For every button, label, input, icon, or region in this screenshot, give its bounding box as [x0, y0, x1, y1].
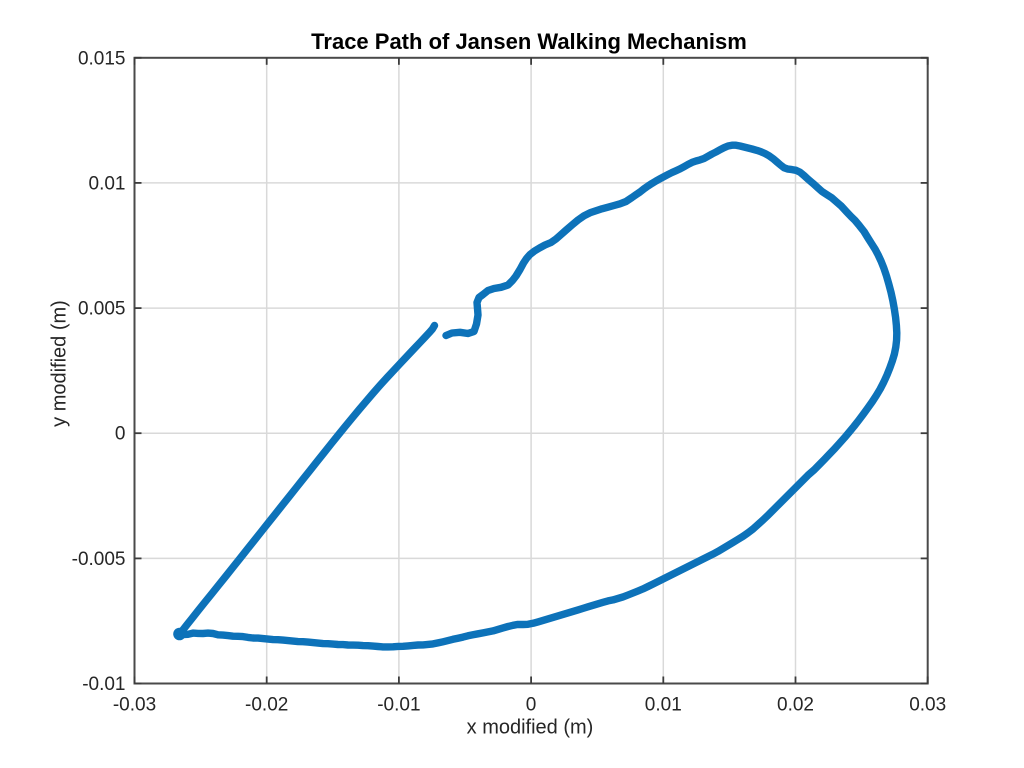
- svg-text:0.005: 0.005: [78, 299, 126, 320]
- svg-text:x modified (m): x modified (m): [467, 717, 594, 739]
- svg-text:-0.01: -0.01: [82, 674, 125, 695]
- svg-text:0.02: 0.02: [777, 695, 814, 716]
- svg-text:y modified (m): y modified (m): [49, 300, 71, 427]
- svg-text:0.03: 0.03: [909, 695, 946, 716]
- svg-text:-0.005: -0.005: [72, 549, 126, 570]
- svg-text:0.01: 0.01: [645, 695, 682, 716]
- svg-text:-0.01: -0.01: [377, 695, 420, 716]
- svg-text:-0.02: -0.02: [245, 695, 288, 716]
- svg-text:-0.03: -0.03: [113, 695, 156, 716]
- svg-text:Trace Path of Jansen Walking M: Trace Path of Jansen Walking Mechanism: [311, 29, 747, 54]
- svg-text:0.01: 0.01: [89, 173, 126, 194]
- svg-text:0: 0: [526, 695, 537, 716]
- svg-text:0.015: 0.015: [78, 48, 126, 69]
- svg-text:0: 0: [115, 424, 126, 445]
